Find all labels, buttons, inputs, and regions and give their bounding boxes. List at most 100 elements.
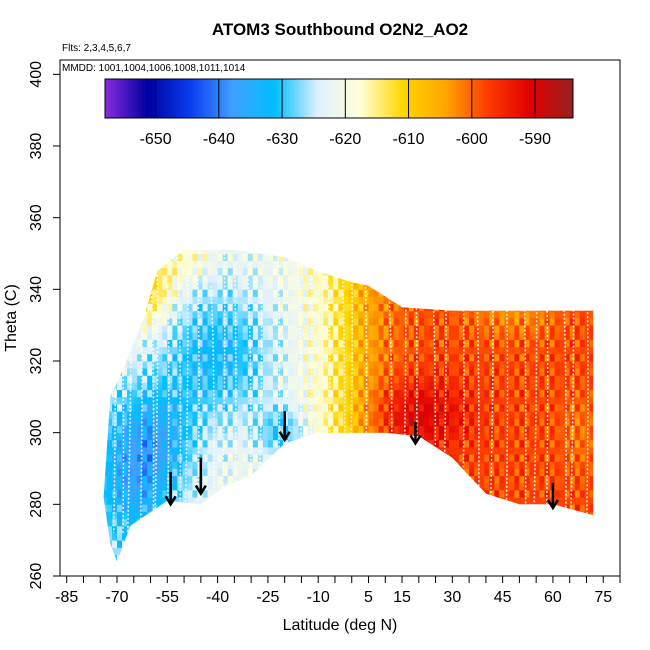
heat-cell [443,249,450,254]
heat-cell [378,260,384,269]
heat-cell [212,249,218,254]
heat-cell [529,249,535,254]
heat-cell [554,425,561,434]
heat-cell [428,404,435,412]
heat-cell [398,540,405,548]
heat-cell [142,332,148,340]
heat-cell [137,382,143,391]
heat-cell [106,346,113,355]
colorbar-swatch [339,79,343,118]
heat-cell [479,504,485,512]
heat-cell [564,425,571,434]
heat-cell [122,439,128,448]
heat-cell [282,353,289,362]
heat-cell [157,303,163,312]
colorbar-swatch [447,79,451,118]
heat-cell [539,282,545,290]
heat-cell [454,404,460,412]
heat-cell [142,249,148,254]
heat-cell [534,468,540,477]
heat-cell [479,382,485,391]
heat-cell [484,332,490,340]
heat-cell [549,561,556,562]
heat-cell [403,482,410,491]
heat-cell [464,303,470,312]
heat-cell [433,540,440,548]
heat-cell [192,468,198,477]
heat-cell [232,418,239,426]
heat-cell [529,511,535,520]
heat-cell [207,339,213,348]
heat-cell [489,569,494,577]
heat-cell [469,569,474,577]
heat-cell [443,253,450,262]
heat-cell [142,454,148,462]
heat-cell [187,461,193,469]
heat-cell [448,382,455,391]
heat-cell [132,475,138,484]
heat-cell [152,475,158,484]
heat-cell [418,418,425,426]
heat-cell [187,511,193,520]
heat-cell [232,533,239,541]
colorbar-swatch [143,79,147,118]
heat-cell [117,368,123,376]
heat-cell [549,411,556,419]
heat-cell [298,368,304,376]
heat-cell [232,404,239,412]
heat-cell [398,497,405,505]
heat-cell [103,253,108,262]
heat-cell [438,253,445,262]
heat-cell [474,361,480,369]
heat-cell [534,425,540,434]
heat-cell [267,533,274,541]
heat-cell [207,461,213,469]
heat-cell [237,353,244,362]
heat-cell [127,361,133,369]
heat-cell [368,353,374,362]
heat-cell [187,396,193,405]
heat-cell [509,382,515,391]
heat-cell [217,289,224,297]
heat-cell [564,497,571,505]
heat-cell [403,275,410,283]
heat-cell [267,361,274,369]
heat-cell [343,296,349,305]
heat-cell [157,439,163,448]
heat-cell [267,461,274,469]
heat-cell [383,447,390,455]
heat-cell [147,389,153,398]
heat-cell [328,275,334,283]
heat-cell [554,375,561,383]
heat-cell [524,404,530,412]
heat-cell [539,547,545,555]
heat-cell [142,411,148,419]
heat-cell [464,432,470,441]
heat-cell [111,325,118,333]
heat-cell [308,282,314,290]
x-tick-label: -85 [55,589,78,606]
heat-cell [514,518,520,527]
heat-cell [338,346,344,355]
flight-track-streak [176,253,182,534]
y-tick-label: 260 [28,563,45,590]
heat-cell [423,332,430,340]
heat-cell [579,425,586,434]
heat-cell [464,249,470,254]
heat-cell [252,504,259,512]
heat-cell [308,361,314,369]
heat-cell [167,368,173,376]
heat-cell [363,439,369,448]
heat-cell [192,368,198,376]
heat-cell [484,382,490,391]
heat-cell [413,447,420,455]
heat-cell [227,490,234,498]
heat-cell [569,303,576,312]
heat-cell [489,389,495,398]
heat-cell [489,518,495,527]
heat-cell [574,253,581,262]
heat-cell [172,289,178,297]
heat-cell [378,389,384,398]
heat-cell [242,518,249,527]
heat-cell [323,468,329,477]
